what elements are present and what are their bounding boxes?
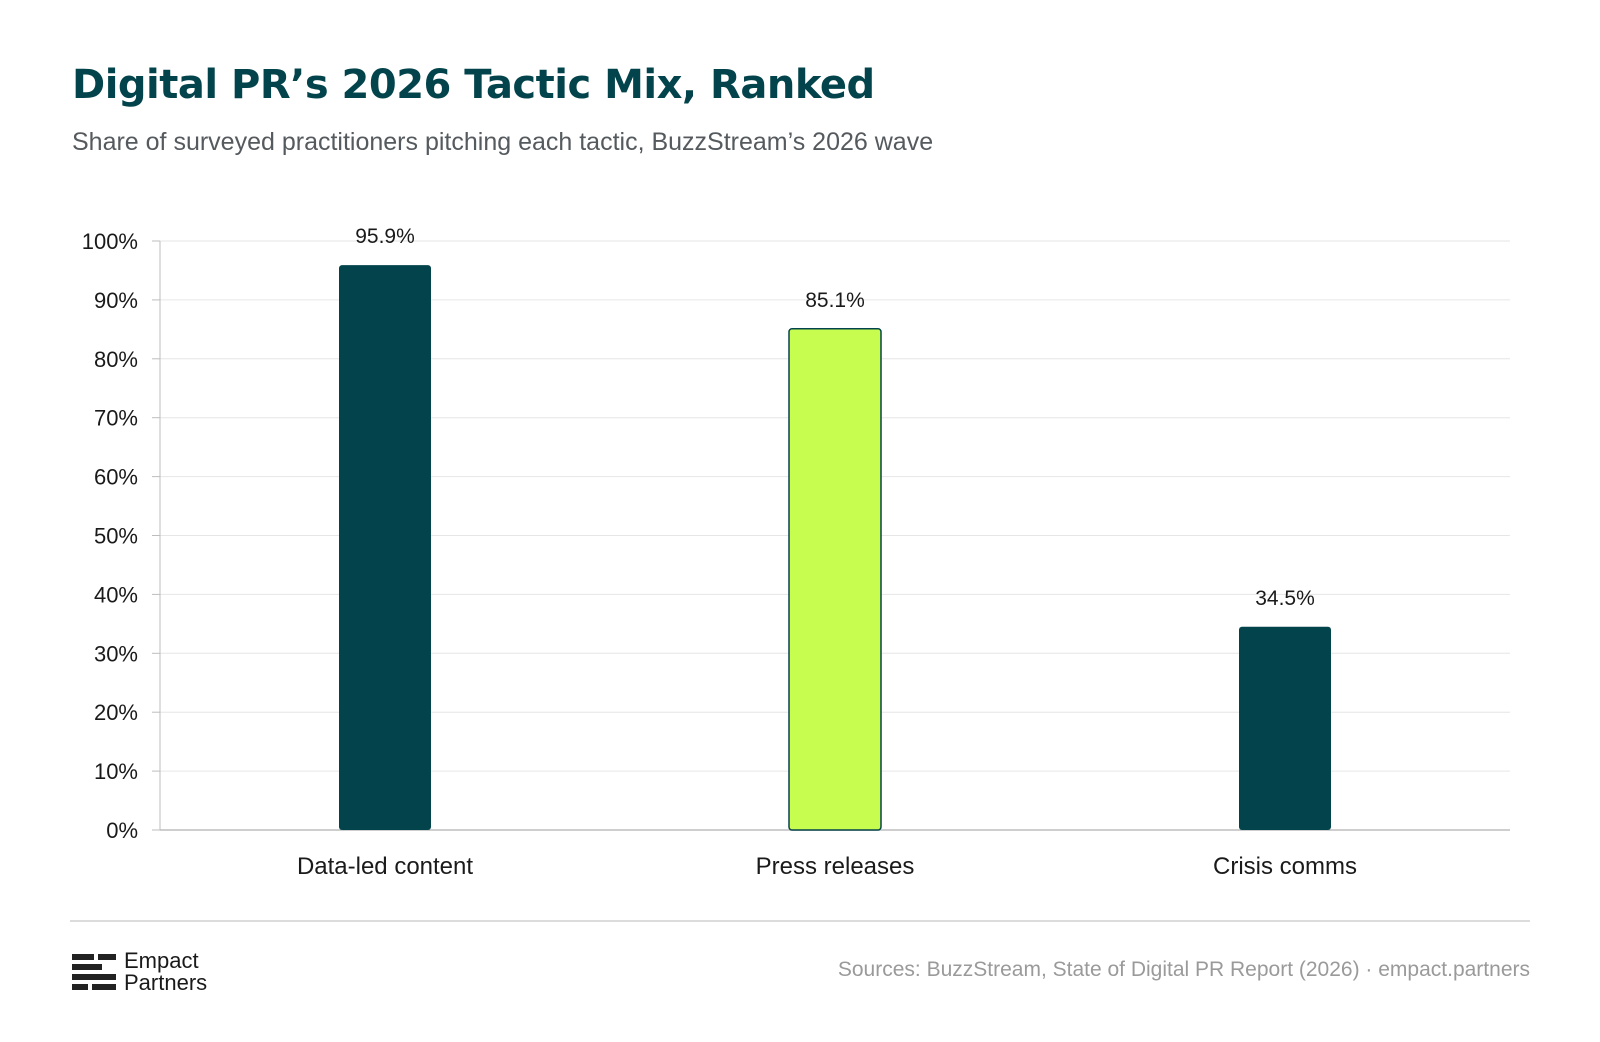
logo-line1: Empact xyxy=(124,948,199,973)
bars xyxy=(339,265,1331,831)
y-tick-label: 70% xyxy=(94,406,138,431)
brand-logo: Empact Partners xyxy=(72,950,207,994)
y-tick-label: 40% xyxy=(94,582,138,607)
source-note: Sources: BuzzStream, State of Digital PR… xyxy=(837,958,1530,981)
footer-divider xyxy=(70,920,1530,922)
logo-icon xyxy=(72,952,116,992)
logo-line2: Partners xyxy=(124,970,208,995)
data-labels: 95.9% 85.1% 34.5% xyxy=(355,225,1315,610)
y-tick-label: 100% xyxy=(82,229,138,254)
logo-wordmark: Empact Partners xyxy=(124,950,207,994)
y-tick-label: 90% xyxy=(94,288,138,313)
x-axis-ticks: Data-led content Press releases Crisis com… xyxy=(297,853,1357,880)
y-tick-label: 10% xyxy=(94,759,138,784)
bar-chart: 0% 10% 20% 30% 40% 50% 60% 70% 80% 90% 100% 95.9% 8… xyxy=(82,225,1510,880)
bar xyxy=(339,265,431,830)
y-tick-label: 50% xyxy=(94,524,138,549)
bar xyxy=(788,328,882,831)
bar-value-label: 85.1% xyxy=(805,289,865,312)
x-tick-label: Data-led content xyxy=(297,853,473,880)
bar xyxy=(1239,626,1331,830)
bar-value-label: 34.5% xyxy=(1255,587,1315,610)
y-axis-ticks: 0% 10% 20% 30% 40% 50% 60% 70% 80% 90% 100% xyxy=(82,229,160,843)
bar-value-label: 95.9% xyxy=(355,225,415,248)
y-tick-label: 60% xyxy=(94,465,138,490)
y-tick-label: 80% xyxy=(94,347,138,372)
y-tick-label: 0% xyxy=(106,818,138,843)
y-tick-label: 30% xyxy=(94,641,138,666)
y-tick-label: 20% xyxy=(94,700,138,725)
x-tick-label: Press releases xyxy=(756,853,915,880)
chart-title: Digital PR’s 2026 Tactic Mix, Ranked xyxy=(72,62,875,108)
x-tick-label: Crisis comms xyxy=(1213,853,1357,880)
chart-subtitle: Share of surveyed practitioners pitching… xyxy=(72,128,934,156)
